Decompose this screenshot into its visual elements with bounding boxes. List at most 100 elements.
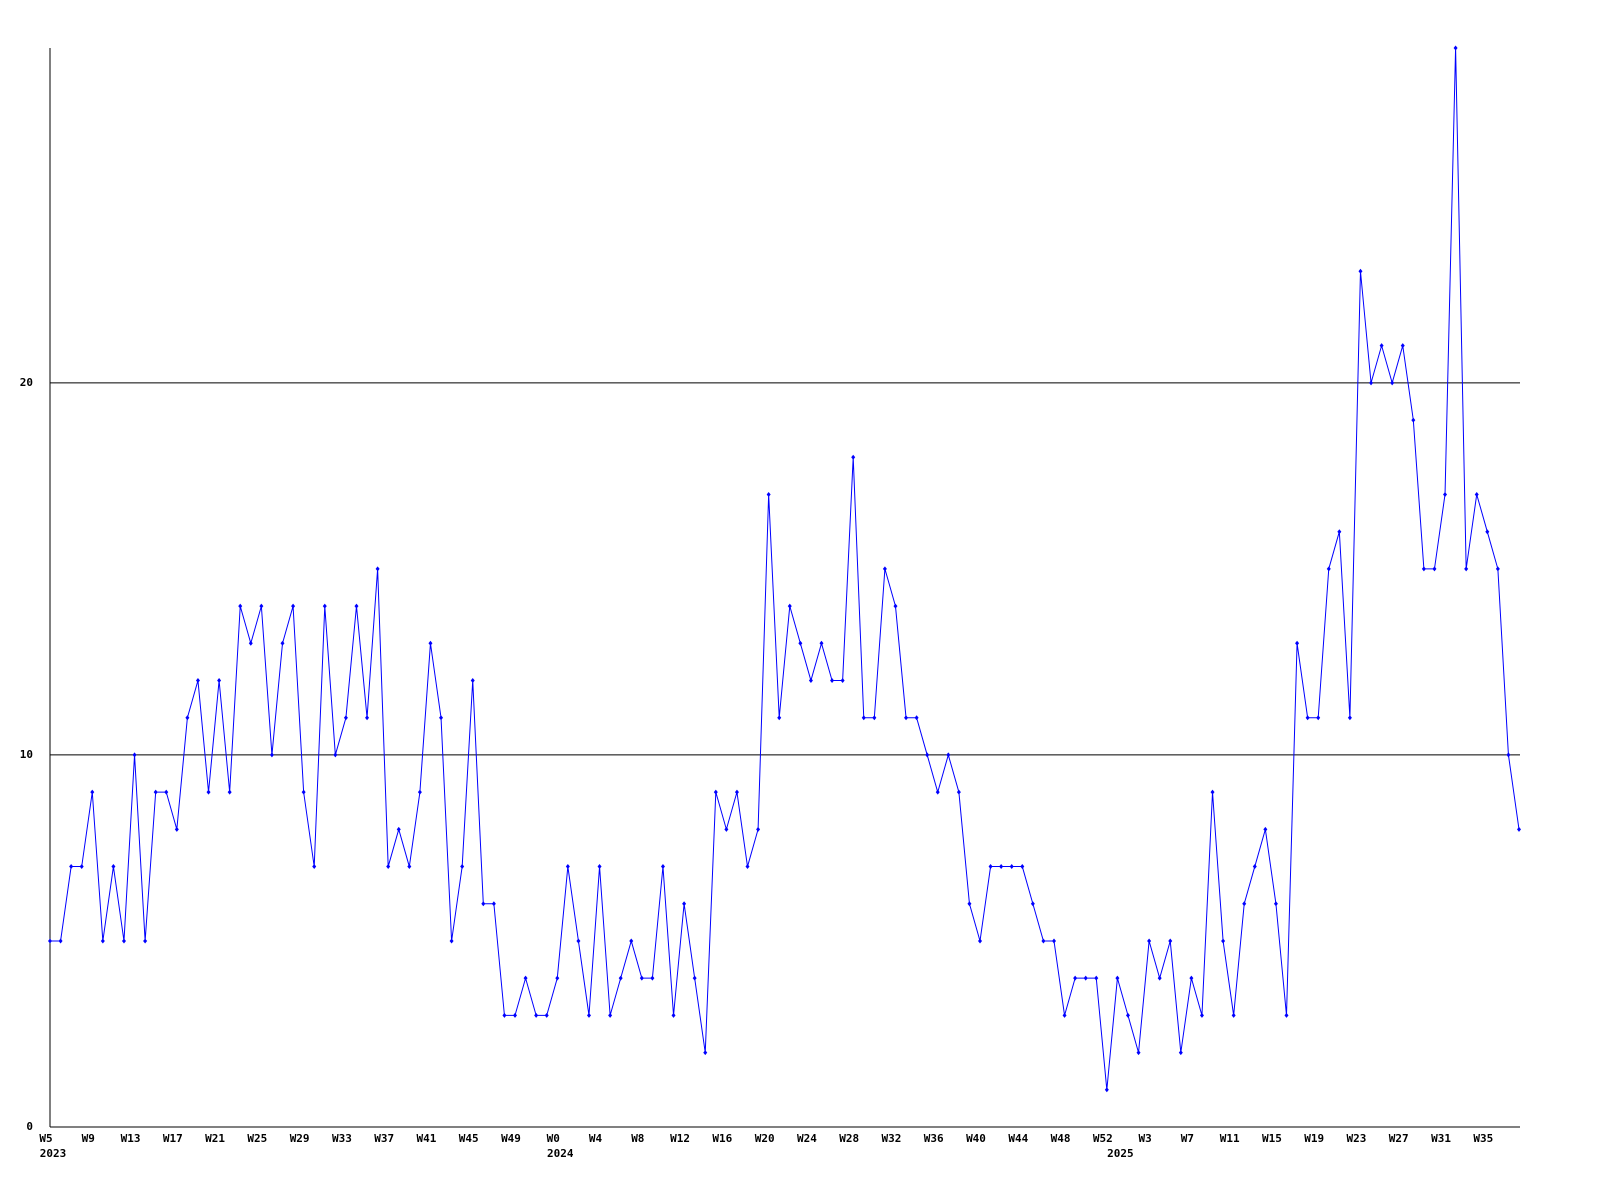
- point: [692, 975, 697, 981]
- point: [544, 1012, 549, 1018]
- point: [1231, 1012, 1236, 1018]
- point: [238, 603, 243, 609]
- point: [851, 454, 856, 460]
- point: [523, 975, 528, 981]
- point: [766, 491, 771, 497]
- point: [1443, 491, 1448, 497]
- x-tick-label: W21: [205, 1132, 225, 1145]
- point: [513, 1012, 518, 1018]
- point: [999, 864, 1004, 870]
- point: [756, 826, 761, 832]
- x-tick-label: W11: [1220, 1132, 1240, 1145]
- point: [69, 864, 74, 870]
- point: [565, 864, 570, 870]
- point: [1421, 566, 1426, 572]
- point: [312, 864, 317, 870]
- x-tick-label: W36: [924, 1132, 944, 1145]
- point: [481, 901, 486, 907]
- point: [1305, 715, 1310, 721]
- point: [861, 715, 866, 721]
- point: [904, 715, 909, 721]
- x-tick-label: W0: [547, 1132, 560, 1145]
- point: [248, 640, 253, 646]
- point: [1242, 901, 1247, 907]
- point: [1316, 715, 1321, 721]
- x-tick-label: W48: [1051, 1132, 1071, 1145]
- point: [417, 789, 422, 795]
- point: [1263, 826, 1268, 832]
- point: [671, 1012, 676, 1018]
- point: [259, 603, 264, 609]
- x-tick-label: W16: [712, 1132, 732, 1145]
- point: [1379, 343, 1384, 349]
- point: [1041, 938, 1046, 944]
- x-tick-label: W40: [966, 1132, 986, 1145]
- x-tick-label: W45: [459, 1132, 479, 1145]
- point: [1517, 826, 1521, 832]
- point: [1432, 566, 1437, 572]
- point: [1252, 864, 1257, 870]
- x-tick-label: W29: [290, 1132, 310, 1145]
- point: [132, 752, 137, 758]
- point: [1083, 975, 1088, 981]
- point: [956, 789, 961, 795]
- point: [713, 789, 718, 795]
- y-tick-label: 0: [26, 1120, 33, 1133]
- line: [50, 47, 1520, 1090]
- x-tick-label: W7: [1181, 1132, 1194, 1145]
- point: [90, 789, 95, 795]
- x-tick-label: W23: [1347, 1132, 1367, 1145]
- point: [819, 640, 824, 646]
- point: [100, 938, 105, 944]
- x-year-label: 2025: [1107, 1147, 1134, 1160]
- point: [439, 715, 444, 721]
- point: [1358, 268, 1363, 274]
- point: [396, 826, 401, 832]
- point: [618, 975, 623, 981]
- point: [322, 603, 327, 609]
- x-tick-label: W35: [1473, 1132, 1493, 1145]
- point: [1062, 1012, 1067, 1018]
- point: [946, 752, 951, 758]
- x-tick-label: W44: [1008, 1132, 1028, 1145]
- point: [301, 789, 306, 795]
- point: [1020, 864, 1025, 870]
- point: [1347, 715, 1352, 721]
- point: [787, 603, 792, 609]
- x-tick-label: W8: [631, 1132, 644, 1145]
- point: [1273, 901, 1278, 907]
- point: [893, 603, 898, 609]
- point: [724, 826, 729, 832]
- x-tick-label: W9: [82, 1132, 95, 1145]
- point: [555, 975, 560, 981]
- point: [660, 864, 665, 870]
- point: [365, 715, 370, 721]
- point: [1390, 380, 1395, 386]
- point: [1157, 975, 1162, 981]
- x-tick-label: W31: [1431, 1132, 1451, 1145]
- x-tick-label: W33: [332, 1132, 352, 1145]
- point: [777, 715, 782, 721]
- point: [935, 789, 940, 795]
- point: [291, 603, 296, 609]
- point: [1474, 491, 1479, 497]
- point: [830, 678, 835, 684]
- x-tick-label: W24: [797, 1132, 817, 1145]
- point: [1125, 1012, 1130, 1018]
- point: [639, 975, 644, 981]
- point: [1295, 640, 1300, 646]
- point: [195, 678, 200, 684]
- x-year-label: 2023: [40, 1147, 67, 1160]
- x-tick-label: W12: [670, 1132, 690, 1145]
- point: [206, 789, 211, 795]
- point: [925, 752, 930, 758]
- y-tick-label: 20: [20, 376, 33, 389]
- point: [153, 789, 158, 795]
- point: [354, 603, 359, 609]
- point: [1147, 938, 1152, 944]
- point: [174, 826, 179, 832]
- x-tick-label: W4: [589, 1132, 603, 1145]
- point: [1136, 1050, 1141, 1056]
- point: [608, 1012, 613, 1018]
